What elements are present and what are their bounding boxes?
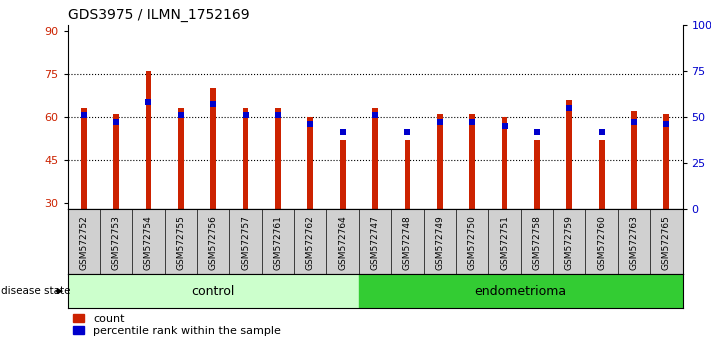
Bar	[307, 117, 314, 209]
Bar	[631, 111, 637, 209]
Bar	[567, 99, 572, 209]
Bar	[210, 88, 216, 209]
Bar	[275, 108, 281, 209]
Text: endometrioma: endometrioma	[475, 285, 567, 298]
Text: GSM572760: GSM572760	[597, 215, 606, 270]
Bar	[242, 108, 248, 209]
Text: control: control	[191, 285, 235, 298]
Text: GSM572753: GSM572753	[112, 215, 121, 270]
Bar	[469, 114, 475, 209]
Text: GSM572758: GSM572758	[533, 215, 541, 270]
Text: GSM572757: GSM572757	[241, 215, 250, 270]
Bar	[437, 114, 443, 209]
Bar	[340, 140, 346, 209]
Bar	[663, 114, 669, 209]
Text: disease state: disease state	[1, 286, 70, 296]
Text: GSM572756: GSM572756	[209, 215, 218, 270]
Text: GSM572761: GSM572761	[274, 215, 282, 270]
Bar	[113, 114, 119, 209]
Bar	[599, 140, 604, 209]
Text: GSM572762: GSM572762	[306, 215, 315, 270]
Text: GSM572750: GSM572750	[468, 215, 476, 270]
Text: GSM572752: GSM572752	[79, 215, 88, 270]
Text: GSM572765: GSM572765	[662, 215, 671, 270]
Bar	[178, 108, 183, 209]
Bar	[68, 274, 359, 308]
Text: GDS3975 / ILMN_1752169: GDS3975 / ILMN_1752169	[68, 8, 249, 22]
Text: GSM572759: GSM572759	[565, 215, 574, 270]
Text: GSM572749: GSM572749	[435, 215, 444, 270]
Text: GSM572747: GSM572747	[370, 215, 380, 270]
Text: GSM572764: GSM572764	[338, 215, 347, 270]
Bar	[534, 140, 540, 209]
Bar	[372, 108, 378, 209]
Text: GSM572751: GSM572751	[500, 215, 509, 270]
Bar	[81, 108, 87, 209]
Bar	[359, 274, 683, 308]
Legend: count, percentile rank within the sample: count, percentile rank within the sample	[73, 314, 281, 336]
Text: GSM572748: GSM572748	[403, 215, 412, 270]
Bar	[146, 71, 151, 209]
Bar	[502, 117, 508, 209]
Text: GSM572755: GSM572755	[176, 215, 186, 270]
Text: GSM572754: GSM572754	[144, 215, 153, 270]
Text: GSM572763: GSM572763	[629, 215, 638, 270]
Bar	[405, 140, 410, 209]
